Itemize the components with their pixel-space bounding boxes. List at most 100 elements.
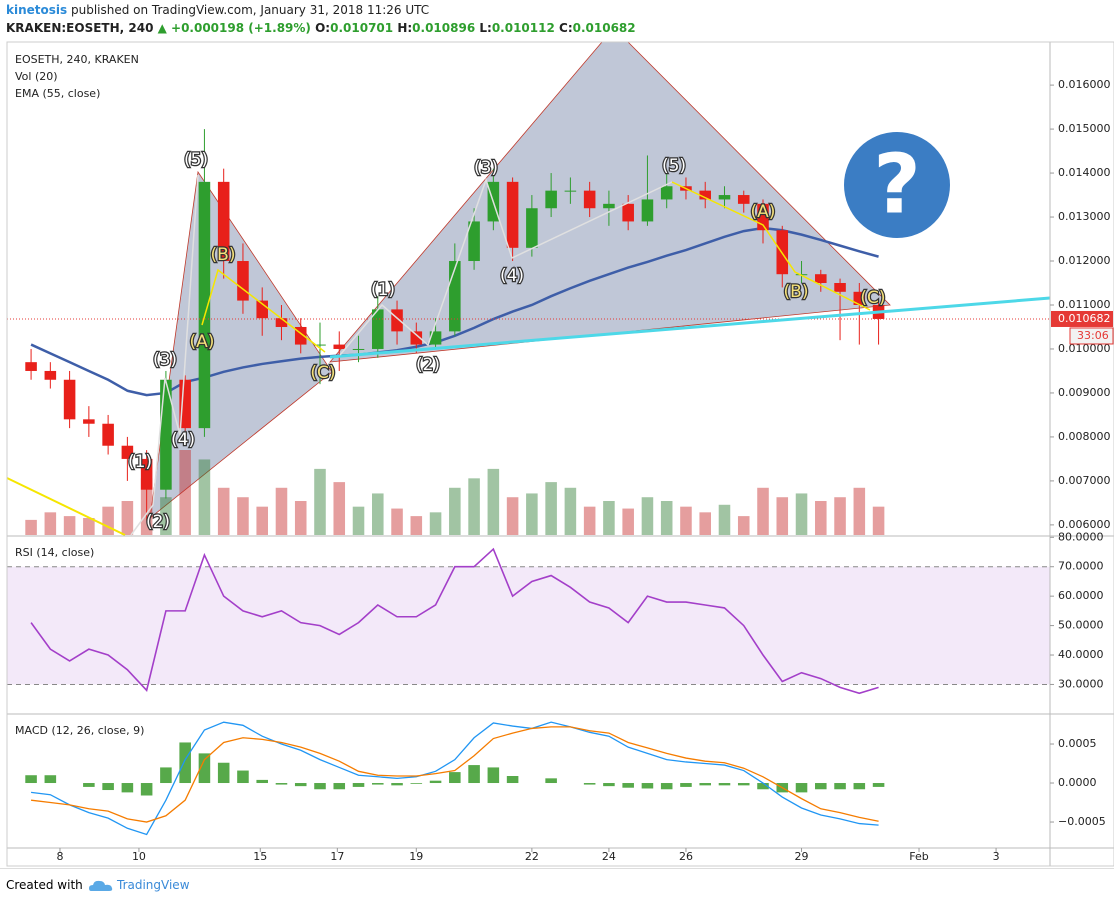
ohlc-value: 0.010896 [412, 21, 476, 35]
overlay: ? (1) (2) (3) (4) (5) (A) (B) (C) (1) (2) (3) (4) (5… [6, 132, 1051, 536]
trend-line [6, 477, 126, 536]
histogram-bar [391, 783, 403, 786]
volume-bar [872, 506, 885, 535]
x-tick-label: 17 [330, 850, 344, 863]
candle-body [545, 190, 557, 209]
last-price-label: 0.010682 [1058, 312, 1111, 325]
volume-bar [410, 516, 423, 535]
x-tick-label: 3 [993, 850, 1000, 863]
histogram-bar [506, 776, 519, 784]
wave-label: (3) [153, 350, 177, 370]
ohlc-label: L: [479, 21, 492, 35]
candle-body [44, 370, 57, 380]
wave-label: (2) [416, 355, 440, 375]
volume-bar [583, 506, 596, 535]
histogram-bar [25, 775, 37, 784]
wave-label: (C) [860, 288, 885, 308]
macd-legend: MACD (12, 26, close, 9) [15, 724, 144, 737]
wave-label: (B) [784, 282, 809, 302]
volume-bar [314, 468, 326, 535]
countdown: 33:06 [1077, 329, 1109, 342]
candle-body [622, 203, 634, 222]
volume-legend: Vol (20) [15, 70, 58, 83]
volume-bar [372, 493, 384, 535]
ohlc-label: C: [559, 21, 573, 35]
volume-bar [834, 497, 846, 535]
histogram-bar [853, 783, 866, 790]
y-tick-label: 30.0000 [1058, 677, 1104, 690]
histogram-bar [237, 770, 249, 784]
volume-bar [294, 501, 307, 535]
volume-bar [564, 487, 577, 535]
volume-bar [198, 459, 211, 535]
wave-label: (3) [474, 158, 498, 178]
volume-bar [853, 487, 866, 535]
data-layer [7, 129, 1050, 836]
candle-body [314, 344, 326, 346]
candle-body [25, 362, 37, 371]
histogram-bar [487, 767, 500, 784]
volume-bar [121, 501, 134, 535]
volume-bar [737, 516, 750, 535]
volume-bar [660, 501, 673, 535]
candle-body [83, 419, 95, 424]
brand-link[interactable]: TradingView [117, 878, 190, 892]
histogram-bar [660, 783, 673, 790]
author[interactable]: kinetosis [6, 3, 68, 17]
candle-body [372, 309, 384, 349]
histogram-bar [160, 767, 172, 784]
volume-bar [468, 478, 480, 535]
volume-bar [487, 468, 500, 535]
volume-bar [275, 487, 288, 535]
y-tick-label: 0.006000 [1058, 518, 1111, 531]
histogram-bar [275, 783, 288, 785]
histogram-bar [872, 783, 885, 787]
symbol-line: KRAKEN:EOSETH, 240 ▲ +0.000198 (+1.89%) … [6, 21, 636, 35]
histogram-bar [352, 783, 365, 787]
y-tick-label: −0.0005 [1058, 815, 1106, 828]
wave-line [671, 181, 871, 311]
candle-body [660, 186, 673, 200]
candle-body [256, 300, 268, 319]
candle-body [699, 190, 712, 200]
y-tick-label: 40.0000 [1058, 648, 1104, 661]
histogram-bar [795, 783, 808, 793]
frame [6, 41, 1114, 867]
pane-title: EOSETH, 240, KRAKEN [15, 53, 139, 66]
candle-body [429, 331, 442, 345]
y-tick-label: 0.008000 [1058, 430, 1111, 443]
volume-bar [699, 512, 712, 535]
wave-line [339, 177, 673, 356]
volume-bar [237, 497, 249, 535]
candle-body [179, 379, 191, 429]
series-line [30, 726, 879, 823]
wave-line [130, 174, 199, 536]
x-tick-label: 8 [56, 850, 63, 863]
y-tick-label: 0.007000 [1058, 474, 1111, 487]
histogram-bar [333, 783, 346, 790]
histogram-bar [603, 783, 615, 787]
wave-label: (5) [662, 156, 686, 176]
series-line [30, 721, 879, 836]
wave-label: (4) [171, 430, 195, 450]
published: published on TradingView.com, January 31… [70, 3, 430, 17]
chart: ? (1) (2) (3) (4) (5) (A) (B) (C) (1) (2) (3) (4) (5… [6, 41, 1114, 867]
wave-label: (2) [146, 512, 170, 532]
x-tick-label: 19 [409, 850, 423, 863]
last-price-box [1051, 310, 1113, 327]
x-tick-label: Feb [909, 850, 928, 863]
symbol: KRAKEN:EOSETH, 240 [6, 21, 154, 35]
y-tick-label: 0.014000 [1058, 166, 1111, 179]
histogram-bar [121, 783, 134, 793]
candle-body [564, 190, 577, 192]
candle-body [506, 181, 519, 248]
rsi-legend: RSI (14, close) [15, 546, 94, 559]
x-tick-label: 24 [602, 850, 616, 863]
volume-bar [160, 497, 172, 535]
candle-body [391, 309, 403, 332]
histogram-bar [217, 762, 230, 784]
ohlc-value: 0.010701 [330, 21, 394, 35]
volume-bar [795, 493, 808, 535]
candle-body [834, 283, 846, 292]
histogram-bar [641, 783, 654, 789]
